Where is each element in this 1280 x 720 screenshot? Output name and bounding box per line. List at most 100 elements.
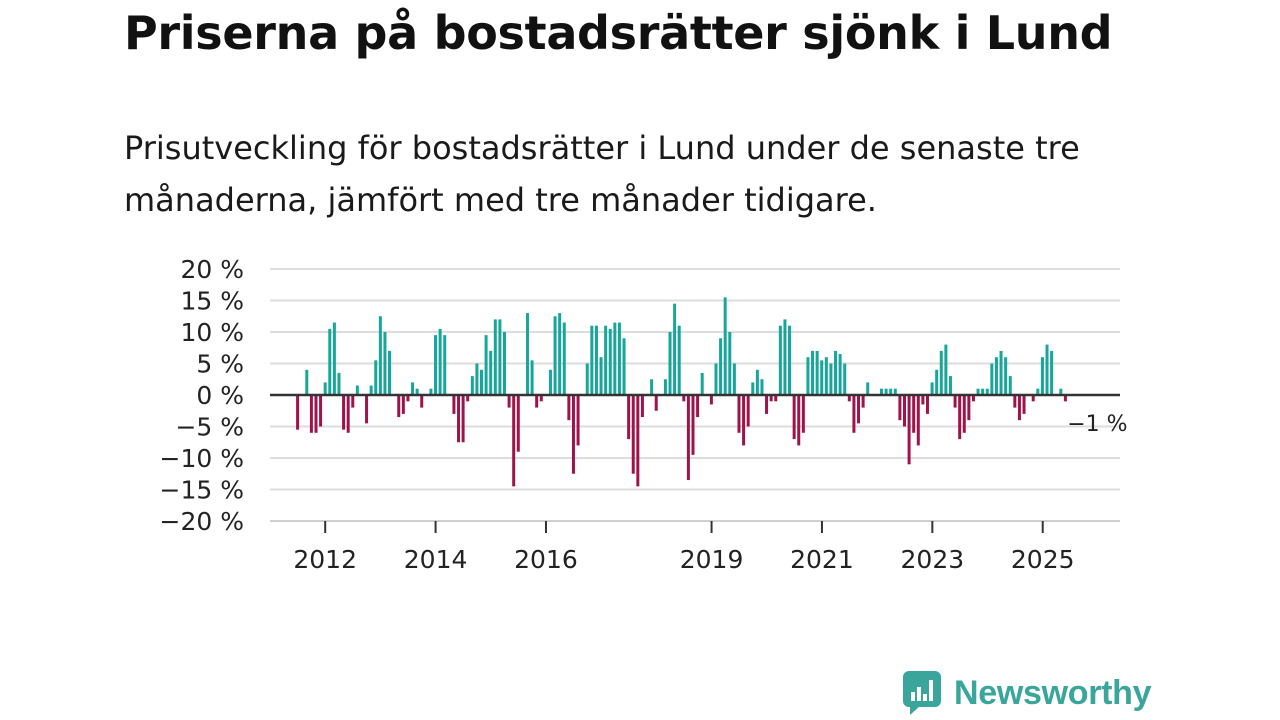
bar: [438, 328, 442, 395]
bar: [406, 395, 410, 402]
bar: [921, 395, 925, 405]
bar: [709, 395, 713, 405]
bar: [788, 325, 792, 395]
bar: [728, 332, 732, 395]
bar: [1022, 395, 1026, 414]
bar: [981, 388, 985, 395]
bar: [305, 369, 309, 395]
bar: [342, 395, 346, 430]
bar: [742, 395, 746, 446]
bar: [935, 369, 939, 395]
bar: [976, 388, 980, 395]
bar: [760, 379, 764, 395]
bar: [498, 319, 502, 395]
bar: [640, 395, 644, 418]
x-tick-label: 2021: [790, 545, 854, 574]
bar: [351, 395, 355, 408]
x-tick-label: 2016: [514, 545, 578, 574]
bar: [378, 316, 382, 395]
bar: [696, 395, 700, 418]
bar: [834, 350, 838, 395]
bar: [1036, 388, 1040, 395]
bar: [806, 357, 810, 395]
bar: [769, 395, 773, 402]
bar: [1040, 357, 1044, 395]
bar: [999, 350, 1003, 395]
newsworthy-logo-text: Newsworthy: [954, 673, 1152, 712]
bar: [650, 379, 654, 395]
bar: [337, 372, 341, 395]
bar: [824, 357, 828, 395]
bar: [411, 382, 415, 395]
bar: [737, 395, 741, 433]
bar: [622, 338, 626, 395]
bar: [346, 395, 350, 433]
bar: [820, 360, 824, 395]
bar: [466, 395, 470, 402]
bar: [815, 350, 819, 395]
bar: [778, 325, 782, 395]
y-tick-label: 10 %: [180, 318, 244, 347]
bar: [765, 395, 769, 414]
bar: [880, 388, 884, 395]
y-tick-label: 15 %: [180, 287, 244, 316]
bar: [912, 395, 916, 433]
bar: [516, 395, 520, 452]
bar: [774, 395, 778, 402]
bar: [971, 395, 975, 402]
bar: [415, 388, 419, 395]
chart-subtitle: Prisutveckling för bostadsrätter i Lund …: [124, 129, 1080, 219]
bar: [1045, 344, 1049, 395]
y-axis: 20 % 15 %10 % 5 %0 % −5 %−10 % −15 %−20 %: [160, 255, 244, 536]
bar: [1008, 376, 1012, 395]
bar: [843, 363, 847, 395]
bar: [847, 395, 851, 402]
bar: [571, 395, 575, 474]
bar: [829, 363, 833, 395]
bar: [1059, 388, 1063, 395]
bar: [594, 325, 598, 395]
bar: [1050, 350, 1054, 395]
bar: [397, 395, 401, 418]
bar: [673, 303, 677, 395]
bar: [383, 332, 387, 395]
bar: [962, 395, 966, 433]
bar: [801, 395, 805, 433]
bar: [613, 322, 617, 395]
bar: [323, 382, 327, 395]
y-tick-label: −10 %: [160, 444, 244, 473]
bar: [1063, 395, 1067, 402]
bar: [576, 395, 580, 446]
bar: [599, 357, 603, 395]
bar: [792, 395, 796, 440]
bar: [608, 328, 612, 395]
bar: [567, 395, 571, 421]
bar: [939, 350, 943, 395]
bar: [944, 344, 948, 395]
bar: [502, 332, 506, 395]
newsworthy-logo: Newsworthy: [902, 670, 1152, 716]
bar: [553, 316, 557, 395]
bar: [530, 360, 534, 395]
y-tick-label: −15 %: [160, 476, 244, 505]
bar: [452, 395, 456, 414]
y-tick-label: 5 %: [196, 350, 244, 379]
bar: [925, 395, 929, 414]
bar: [797, 395, 801, 446]
bar: [631, 395, 635, 474]
bar: [434, 335, 438, 395]
bar: [1031, 395, 1035, 402]
bar: [1017, 395, 1021, 421]
bar: [374, 360, 378, 395]
bar: [548, 369, 552, 395]
bar: [755, 369, 759, 395]
bar: [930, 382, 934, 395]
bar: [751, 382, 755, 395]
bar: [866, 382, 870, 395]
bar: [691, 395, 695, 455]
bar: [507, 395, 511, 408]
bar: [461, 395, 465, 443]
bar-series: [296, 297, 1067, 487]
bar: [480, 369, 484, 395]
bar: [562, 322, 566, 395]
